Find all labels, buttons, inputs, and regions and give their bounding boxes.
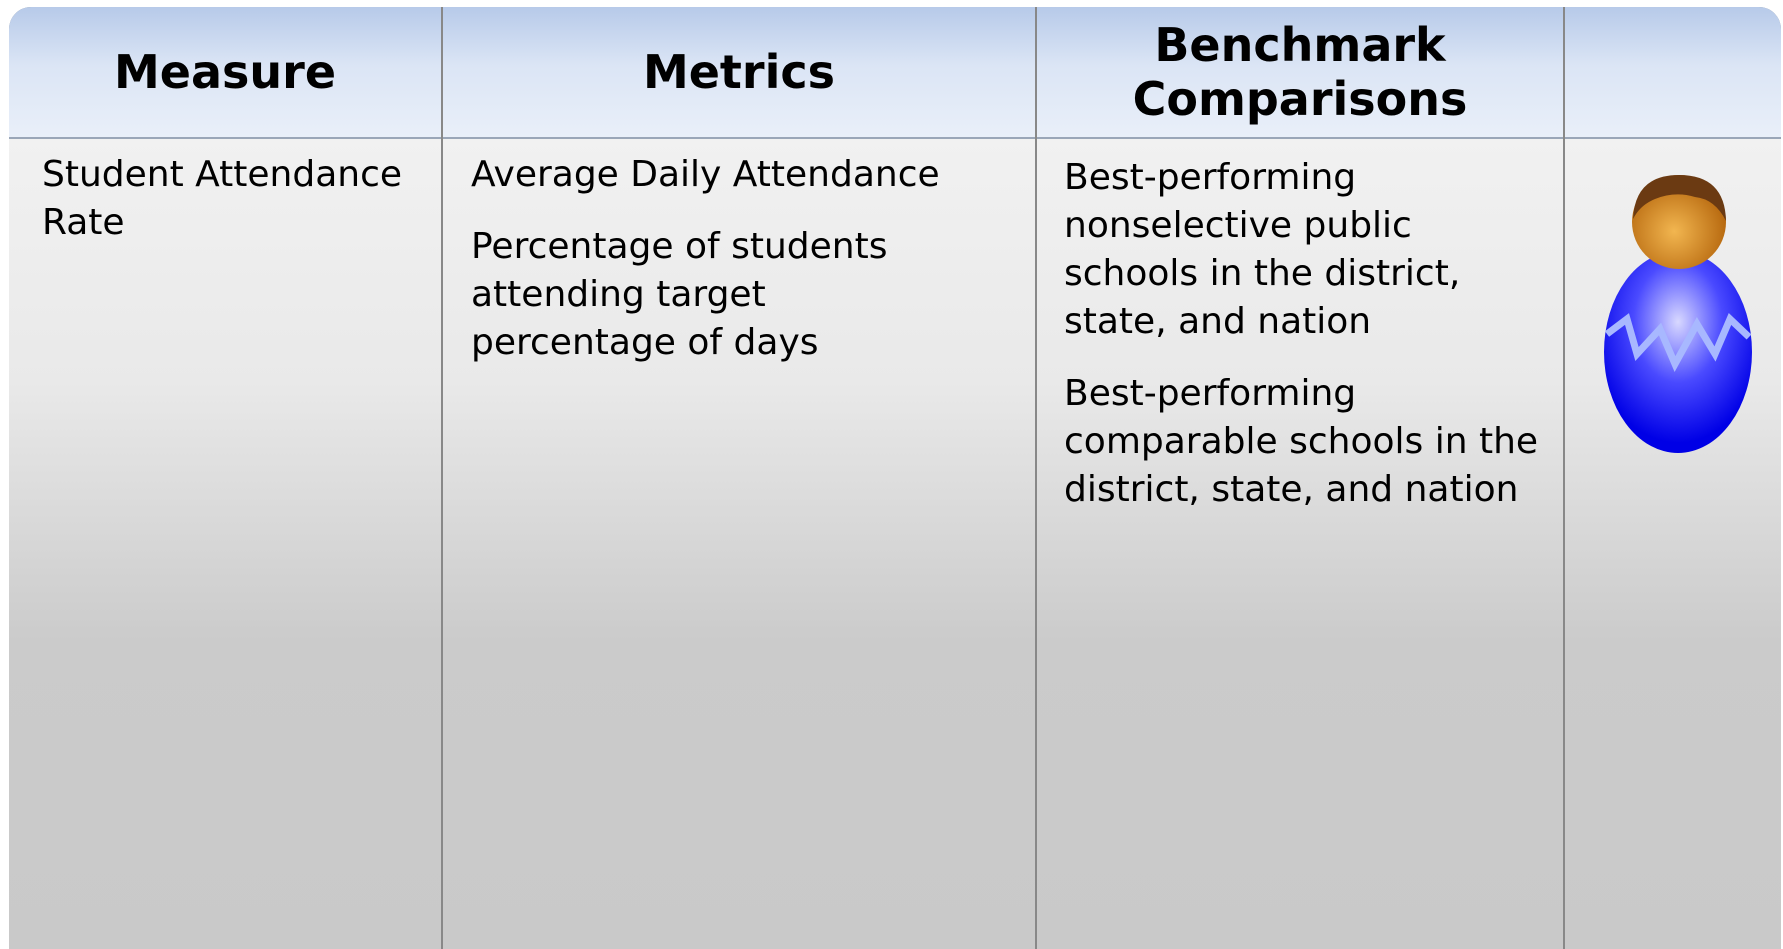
- cell-text: Percentage of students attending target …: [471, 226, 888, 363]
- cell-text: Best-performing nonselective public scho…: [1064, 157, 1461, 342]
- cell: Best-performing nonselective public scho…: [1037, 139, 1563, 949]
- cell: [1565, 139, 1781, 949]
- cell: Student Attendance Rate: [9, 139, 441, 949]
- cell-text: Average Daily Attendance: [471, 154, 940, 195]
- header-text: Measure: [113, 45, 337, 99]
- header-text: Metrics: [642, 45, 836, 99]
- header-cell: [1565, 7, 1781, 139]
- table: Measure Metrics Benchmark Comparisons St…: [9, 7, 1781, 949]
- cell-text: Best-performing comparable schools in th…: [1064, 373, 1539, 510]
- person-icon: [1604, 175, 1752, 453]
- header-text: Benchmark Comparisons: [1132, 18, 1468, 126]
- header-cell: Measure: [9, 7, 441, 139]
- cell: Average Daily Attendance Percentage of s…: [443, 139, 1035, 949]
- cell-text: Student Attendance Rate: [42, 154, 403, 243]
- header-cell: Benchmark Comparisons: [1037, 7, 1563, 139]
- header-cell: Metrics: [443, 7, 1035, 139]
